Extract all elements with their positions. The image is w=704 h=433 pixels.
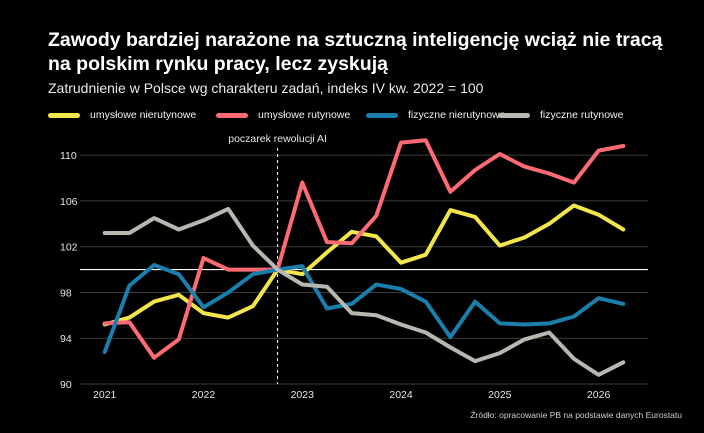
y-tick-label: 110 (60, 150, 77, 162)
annotation-label: poczarek rewolucji AI (228, 133, 327, 145)
x-tick-label: 2021 (93, 389, 117, 401)
y-tick-label: 90 (60, 379, 72, 391)
y-tick-label: 94 (60, 333, 72, 345)
y-tick-label: 102 (60, 242, 78, 254)
x-tick-label: 2026 (587, 389, 611, 401)
series-line-fizyczne-nierutynowe (102, 263, 626, 354)
x-tick-label: 2023 (291, 389, 315, 401)
chart-subtitle: Zatrudnienie w Polsce wg charakteru zada… (48, 80, 484, 96)
legend: umysłowe nierutynowe umysłowe rutynowe f… (48, 107, 698, 123)
y-tick-label: 98 (60, 287, 72, 299)
y-tick-label: 106 (60, 196, 78, 208)
legend-label: umysłowe nierutynowe (90, 109, 197, 121)
series-line-umyslowe-nierutynowe (102, 203, 626, 327)
x-tick-label: 2024 (389, 389, 413, 401)
legend-item-umyslowe-nierutynowe: umysłowe nierutynowe (48, 107, 196, 123)
series-line-fizyczne-rutynowe (102, 206, 626, 377)
legend-swatch (366, 112, 398, 118)
legend-swatch (216, 112, 248, 118)
legend-item-fizyczne-rutynowe: fizyczne rutynowe (498, 107, 623, 123)
legend-item-umyslowe-rutynowe: umysłowe rutynowe (216, 107, 350, 123)
source-note: Źródło: opracowanie PB na podstawie dany… (470, 410, 682, 420)
legend-swatch (498, 112, 530, 118)
legend-label: fizyczne rutynowe (540, 109, 624, 121)
series-line-umyslowe-rutynowe (102, 138, 626, 360)
legend-label: umysłowe rutynowe (258, 109, 351, 121)
legend-swatch (48, 112, 80, 118)
legend-label: fizyczne nierutynowe (408, 109, 506, 121)
x-tick-label: 2022 (192, 389, 216, 401)
chart-title: Zawody bardziej narażone na sztuczną int… (48, 29, 663, 75)
x-tick-label: 2025 (488, 389, 512, 401)
legend-item-fizyczne-nierutynowe: fizyczne nierutynowe (366, 107, 505, 123)
